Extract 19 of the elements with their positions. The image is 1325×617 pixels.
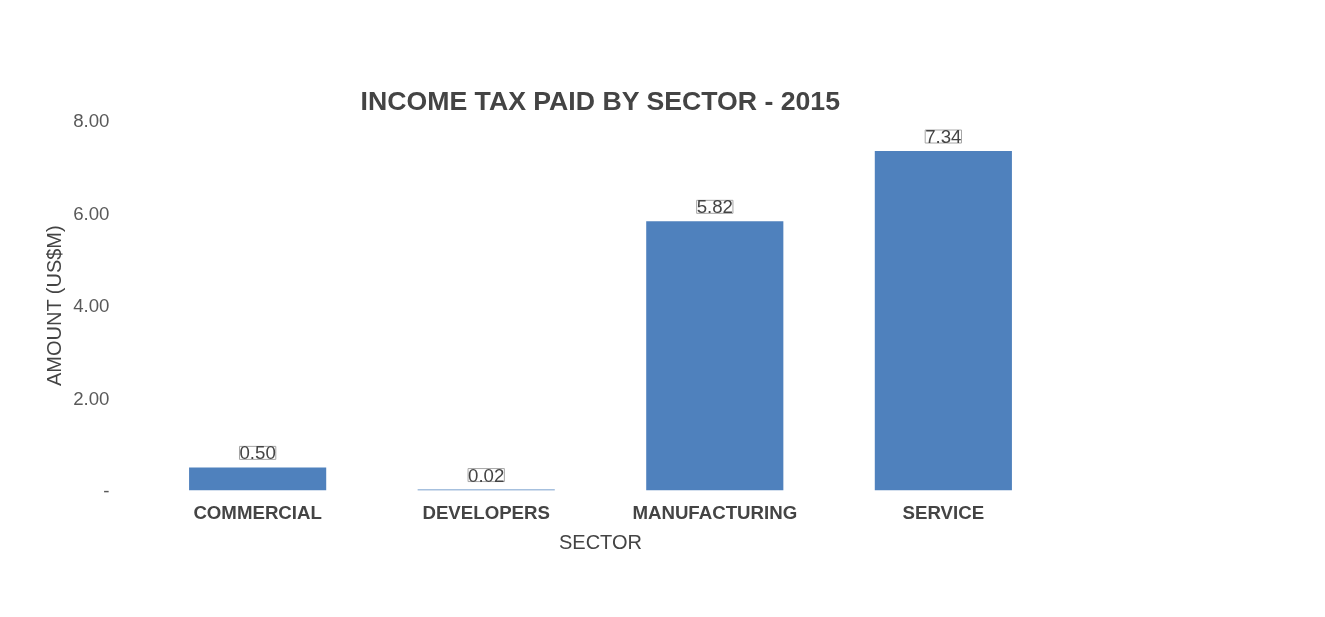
y-axis-title: AMOUNT (US$M) — [43, 225, 66, 387]
x-tick-label: SERVICE — [902, 501, 985, 523]
data-label: 7.34 — [925, 126, 962, 148]
chart-title: INCOME TAX PAID BY SECTOR - 2015 — [360, 85, 841, 116]
y-tick-label: - — [103, 480, 110, 501]
bar — [646, 221, 784, 491]
x-tick-label: MANUFACTURING — [632, 501, 798, 523]
x-tick-label: DEVELOPERS — [422, 501, 550, 523]
data-label: 0.50 — [239, 442, 276, 464]
data-label: 0.02 — [468, 464, 505, 486]
y-tick-label: 8.00 — [73, 110, 110, 131]
data-label: 5.82 — [696, 196, 733, 218]
x-axis-title: SECTOR — [559, 530, 642, 553]
bar — [189, 467, 327, 491]
y-tick-label: 4.00 — [73, 295, 110, 316]
y-tick-label: 6.00 — [73, 202, 110, 224]
bar — [874, 151, 1012, 491]
x-tick-label: COMMERCIAL — [193, 501, 322, 523]
y-tick-label: 2.00 — [73, 387, 110, 409]
